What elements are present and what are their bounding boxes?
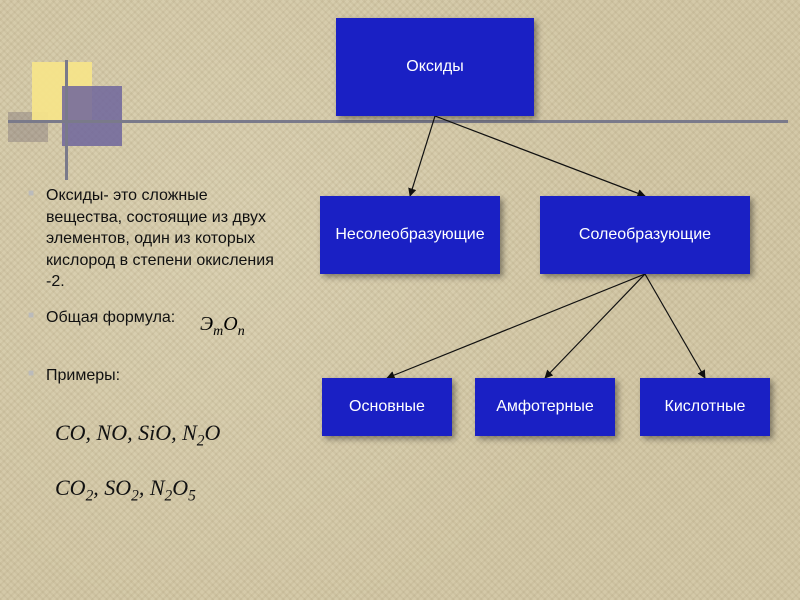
bullet-general-formula: Общая формула: bbox=[28, 307, 288, 329]
node-label: Кислотные bbox=[665, 397, 746, 417]
decor-vertical-line bbox=[65, 60, 68, 180]
bullet-examples: Примеры: bbox=[28, 365, 288, 387]
node-label: Солеобразующие bbox=[579, 225, 711, 245]
node-label: Несолеобразующие bbox=[335, 225, 484, 245]
corner-decor bbox=[8, 62, 136, 134]
node-basic: Основные bbox=[322, 378, 452, 436]
examples-line-1: CO, NO, SiO, N2O bbox=[55, 420, 220, 450]
node-label: Основные bbox=[349, 397, 425, 417]
decor-horizontal-line bbox=[8, 120, 788, 123]
node-salt-forming: Солеобразующие bbox=[540, 196, 750, 274]
general-formula: ЭmOn bbox=[200, 313, 245, 340]
node-oxides: Оксиды bbox=[336, 18, 534, 116]
node-label: Оксиды bbox=[406, 57, 463, 77]
node-acidic: Кислотные bbox=[640, 378, 770, 436]
bullet-definition: Оксиды- это сложные вещества, состоящие … bbox=[28, 185, 288, 293]
text-column: Оксиды- это сложные вещества, состоящие … bbox=[28, 185, 288, 400]
node-amphoteric: Амфотерные bbox=[475, 378, 615, 436]
node-non-salt-forming: Несолеобразующие bbox=[320, 196, 500, 274]
node-label: Амфотерные bbox=[496, 397, 594, 417]
examples-line-2: CO2, SO2, N2O5 bbox=[55, 475, 196, 505]
